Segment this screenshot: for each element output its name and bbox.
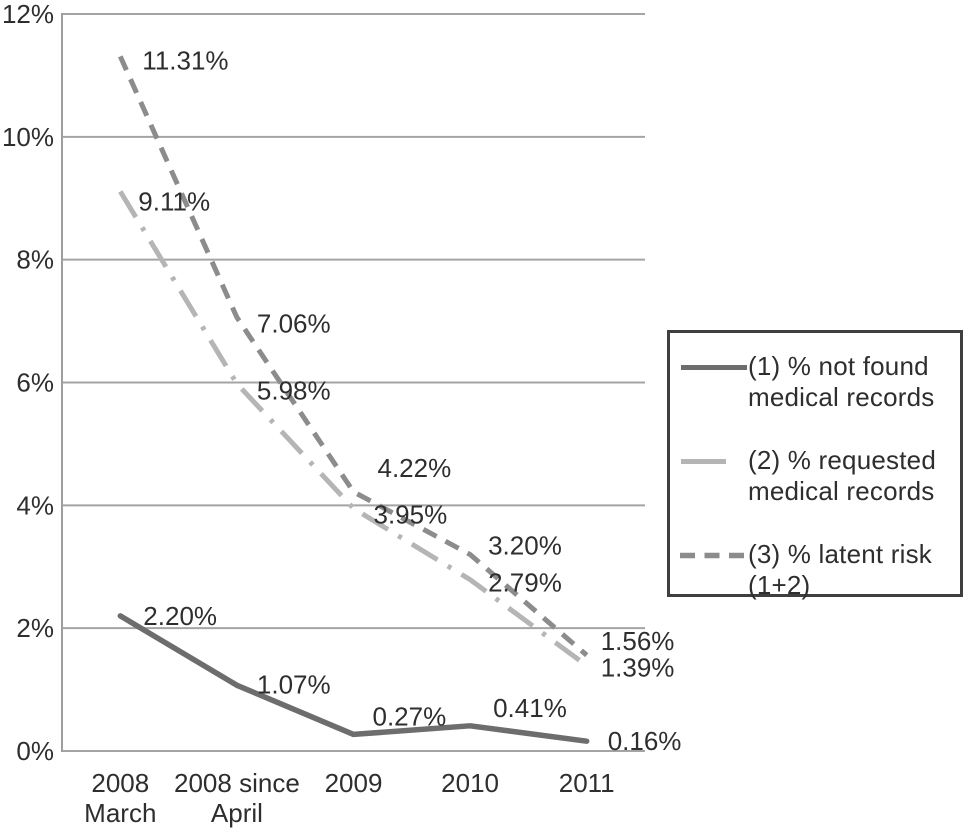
series-line-3 (118, 55, 589, 658)
data-point-label: 1.07% (257, 669, 331, 699)
y-axis-tick-label: 12% (2, 0, 54, 29)
x-axis-tick-label: April (211, 798, 263, 828)
legend-swatch-long-dash-line (680, 445, 748, 465)
data-point-label: 3.95% (374, 499, 448, 529)
legend-label-line: (1+2) (748, 570, 811, 600)
x-axis-tick-label: March (84, 798, 156, 828)
legend-swatch-dashed-line (680, 539, 748, 559)
data-point-label: 0.41% (493, 693, 567, 723)
legend-label-line: medical records (748, 382, 935, 412)
legend-swatch-solid-line (680, 351, 748, 371)
y-axis-tick-label: 6% (16, 368, 54, 398)
legend-label-requested: (2) % requested medical records (748, 445, 936, 507)
legend-label-not-found: (1) % not found medical records (748, 351, 935, 413)
x-axis-tick-label: 2008 (91, 768, 149, 798)
data-point-label: 5.98% (257, 376, 331, 406)
x-axis-tick-label: 2009 (325, 768, 383, 798)
data-point-label: 1.39% (601, 653, 675, 683)
legend-label-line: (2) % requested (748, 445, 936, 475)
x-axis-tick-label: 2008 since (174, 768, 300, 798)
y-axis-tick-label: 4% (16, 490, 54, 520)
y-axis-tick-label: 2% (16, 613, 54, 643)
legend-label-line: medical records (748, 476, 935, 506)
data-point-label: 9.11% (138, 186, 210, 216)
data-point-label: 1.56% (601, 626, 675, 656)
data-point-label: 11.31% (142, 45, 228, 75)
legend-item-latent-risk: (3) % latent risk (1+2) (680, 539, 950, 601)
series-line-1 (117, 613, 590, 744)
y-axis-tick-label: 0% (16, 736, 54, 766)
legend-label-line: (1) % not found (748, 351, 929, 381)
data-point-label: 2.20% (143, 601, 217, 631)
x-axis-tick-label: 2010 (441, 768, 499, 798)
chart-legend: (1) % not found medical records (2) % re… (667, 330, 963, 600)
y-axis-tick-label: 8% (16, 245, 54, 275)
series-line-2 (118, 190, 589, 668)
x-axis-tick-label: 2011 (559, 768, 615, 798)
data-point-label: 3.20% (488, 530, 562, 560)
data-point-label: 2.79% (488, 568, 562, 598)
legend-item-requested: (2) % requested medical records (680, 445, 950, 507)
legend-label-latent-risk: (3) % latent risk (1+2) (748, 539, 932, 601)
legend-item-not-found: (1) % not found medical records (680, 351, 950, 413)
data-point-label: 4.22% (378, 453, 452, 483)
y-axis-tick-label: 10% (2, 122, 54, 152)
data-point-label: 0.16% (608, 726, 682, 756)
data-point-label: 7.06% (257, 308, 331, 338)
legend-label-line: (3) % latent risk (748, 539, 933, 569)
data-point-label: 0.27% (373, 701, 447, 731)
